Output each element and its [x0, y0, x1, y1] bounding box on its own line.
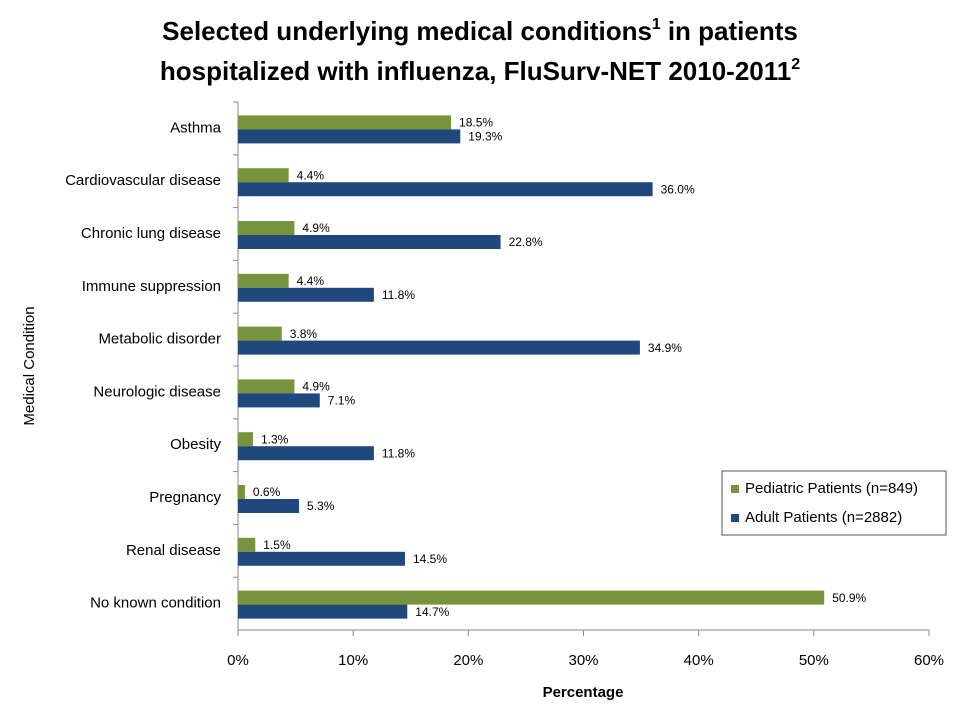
value-label: 1.3% — [261, 432, 289, 446]
value-label: 14.7% — [415, 605, 449, 619]
y-tick-label: Immune suppression — [82, 278, 221, 295]
value-label: 14.5% — [413, 552, 447, 566]
y-tick-label: Asthma — [170, 119, 222, 136]
bar — [238, 590, 825, 605]
x-tick-label: 0% — [227, 652, 249, 669]
x-axis-label: Percentage — [543, 684, 624, 701]
value-label: 3.8% — [290, 327, 318, 341]
legend-label: Adult Patients (n=2882) — [745, 509, 902, 526]
bar — [238, 499, 300, 513]
value-label: 11.8% — [382, 288, 415, 302]
legend-swatch — [731, 485, 739, 493]
bar — [238, 340, 640, 355]
bar — [238, 551, 405, 566]
value-label: 11.8% — [382, 446, 415, 460]
bar — [238, 235, 501, 249]
value-label: 36.0% — [661, 182, 695, 196]
title-text: hospitalized with influenza, FluSurv-NET… — [160, 56, 791, 86]
y-axis-label: Medical Condition — [21, 306, 38, 425]
value-label: 7.1% — [328, 394, 356, 408]
title-superscript: 2 — [791, 56, 800, 73]
bar — [238, 168, 289, 183]
bar — [238, 379, 295, 394]
title-text: in patients — [668, 16, 798, 46]
legend-swatch — [731, 514, 739, 522]
x-tick-label: 40% — [684, 652, 714, 669]
value-label: 1.5% — [263, 538, 291, 552]
value-label: 5.3% — [307, 499, 335, 513]
value-label: 22.8% — [509, 235, 543, 249]
bar — [238, 287, 374, 302]
value-label: 50.9% — [832, 591, 866, 605]
y-tick-label: Neurologic disease — [93, 383, 221, 400]
y-tick-label: Renal disease — [126, 542, 221, 559]
value-label: 4.4% — [297, 274, 325, 288]
chart-title-line: hospitalized with influenza, FluSurv-NET… — [160, 56, 800, 86]
y-tick-label: Cardiovascular disease — [65, 172, 221, 189]
legend-box — [721, 470, 947, 536]
value-label: 19.3% — [468, 130, 502, 144]
bar — [238, 446, 374, 461]
y-tick-label: Pregnancy — [149, 489, 221, 506]
bar — [238, 432, 253, 447]
bar — [238, 273, 289, 288]
bar — [238, 129, 461, 144]
bar — [238, 485, 245, 499]
y-tick-label: Metabolic disorder — [98, 331, 221, 348]
bar — [238, 326, 282, 341]
value-label: 34.9% — [648, 341, 682, 355]
x-tick-label: 30% — [568, 652, 598, 669]
value-label: 4.4% — [297, 168, 325, 182]
bar — [238, 604, 408, 619]
title-text: Selected underlying medical conditions — [162, 16, 652, 46]
title-superscript: 1 — [652, 16, 661, 33]
bar — [238, 537, 256, 552]
chart-title-line: Selected underlying medical conditions1 i… — [162, 16, 798, 46]
y-tick-label: Obesity — [170, 436, 221, 453]
x-tick-label: 50% — [799, 652, 829, 669]
bar — [238, 115, 452, 130]
value-label: 18.5% — [459, 116, 493, 130]
x-tick-label: 10% — [338, 652, 368, 669]
value-label: 4.9% — [302, 221, 330, 235]
x-tick-label: 20% — [453, 652, 483, 669]
bar — [238, 182, 653, 197]
legend-label: Pediatric Patients (n=849) — [745, 480, 918, 497]
bar — [238, 393, 320, 408]
x-tick-label: 60% — [914, 652, 944, 669]
value-label: 4.9% — [302, 380, 330, 394]
value-label: 0.6% — [253, 485, 281, 499]
y-tick-label: Chronic lung disease — [81, 225, 221, 242]
bar — [238, 221, 295, 235]
y-tick-label: No known condition — [90, 595, 221, 612]
